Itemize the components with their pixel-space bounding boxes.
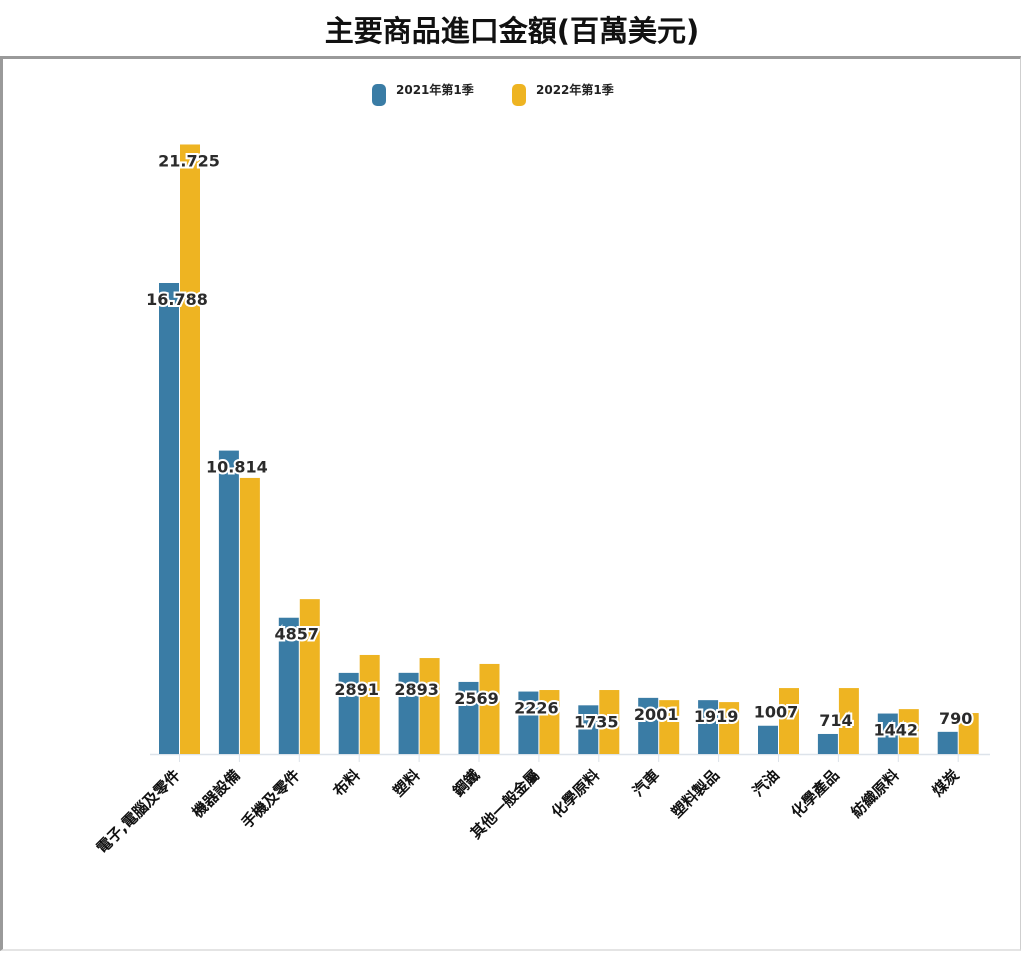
x-axis-label: 煤炭 (929, 766, 963, 800)
data-label: 2893 (394, 680, 439, 699)
data-label: 2891 (334, 680, 379, 699)
data-label: 1919 (694, 707, 739, 726)
bar-2021[interactable] (458, 681, 479, 754)
x-axis-label: 塑料製品 (668, 766, 723, 821)
bar-2021[interactable] (518, 691, 539, 754)
bar-2022[interactable] (659, 700, 680, 754)
bar-2022[interactable] (779, 688, 799, 754)
bar-2021[interactable] (758, 725, 778, 754)
x-axis-label: 汽油 (749, 766, 783, 800)
data-label: 1007 (754, 703, 799, 722)
bar-2021[interactable] (398, 672, 419, 754)
chart-title: 主要商品進口金額(百萬美元) (324, 14, 700, 48)
data-label: 16.788 (146, 290, 208, 309)
chart-frame (0, 56, 1021, 951)
x-axis-label: 鋼鐵 (449, 766, 484, 801)
x-axis-label: 化學原料 (548, 766, 603, 821)
bar-2021[interactable] (218, 450, 239, 754)
legend-item-2022[interactable]: 2022年第1季 (512, 83, 616, 106)
data-label: 2226 (514, 699, 559, 718)
data-label: 714 (819, 711, 852, 730)
x-axis-label: 化學產品 (788, 766, 843, 821)
bar-2022[interactable] (239, 477, 260, 754)
bar-2022[interactable] (599, 690, 620, 754)
x-axis-label: 電子,電腦及零件 (93, 766, 184, 857)
x-axis-label: 汽車 (629, 766, 663, 800)
legend-item-2021[interactable]: 2021年第1季 (372, 83, 476, 106)
legend-swatch-2022 (512, 84, 526, 106)
legend-label-2021: 2021年第1季 (396, 83, 474, 97)
data-label: 790 (939, 709, 972, 728)
data-label: 1442 (874, 721, 919, 740)
x-axis-label: 塑料 (389, 766, 423, 800)
bar-2021[interactable] (877, 713, 898, 754)
bar-2022[interactable] (838, 688, 859, 754)
bar-2021[interactable] (278, 617, 299, 754)
x-axis-label: 機器設備 (189, 766, 244, 821)
bar-2022[interactable] (359, 654, 380, 754)
data-label: 1735 (574, 712, 619, 731)
x-axis-label: 紡織原料 (847, 766, 902, 821)
legend-label-2022: 2022年第1季 (536, 83, 614, 97)
bar-2022[interactable] (898, 709, 919, 754)
bar-2022[interactable] (958, 713, 979, 754)
bar-2021[interactable] (338, 672, 359, 754)
bar-2021[interactable] (937, 731, 958, 754)
data-label: 4857 (275, 625, 320, 644)
x-axis-label: 布料 (330, 766, 364, 800)
bar-2022[interactable] (539, 690, 560, 754)
bar-2021[interactable] (578, 705, 599, 754)
bar-2022[interactable] (299, 599, 320, 754)
x-axis-label: 手機及零件 (238, 766, 304, 832)
bar-2022[interactable] (180, 144, 200, 754)
bar-2021[interactable] (159, 283, 179, 754)
data-label: 2569 (454, 689, 499, 708)
bar-2022[interactable] (719, 702, 740, 754)
legend: 2021年第1季 2022年第1季 (372, 83, 616, 106)
data-label: 10.814 (206, 458, 268, 477)
bar-2021[interactable] (817, 733, 838, 754)
bar-2021[interactable] (698, 700, 719, 754)
legend-swatch-2021 (372, 84, 386, 106)
bar-2021[interactable] (638, 697, 659, 754)
data-label: 21.725 (158, 151, 220, 170)
bar-2022[interactable] (419, 658, 440, 754)
bar-2022[interactable] (479, 663, 500, 754)
data-label: 2001 (634, 705, 679, 724)
